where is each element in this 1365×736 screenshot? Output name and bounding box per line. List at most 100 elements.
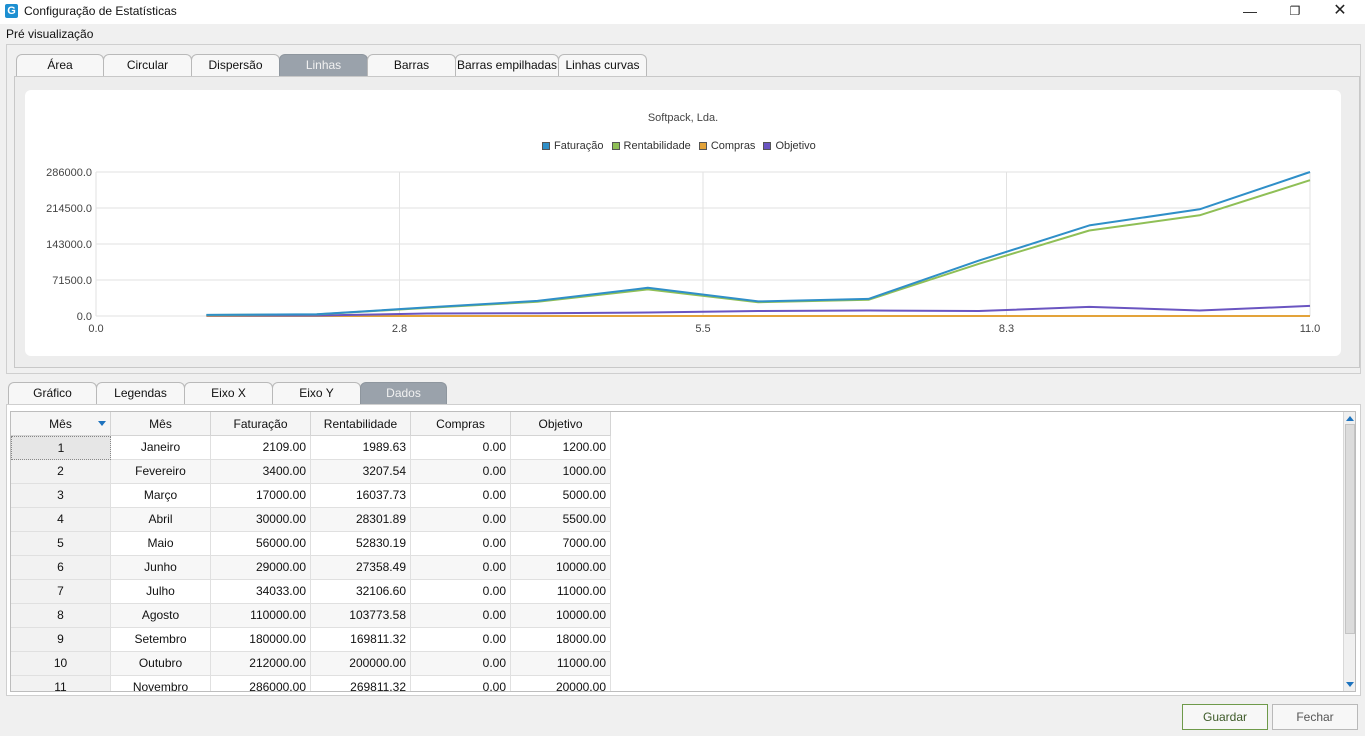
rentabilidade-cell[interactable]: 3207.54 (311, 460, 411, 484)
tab-linhas[interactable]: Linhas (279, 54, 368, 76)
month-cell[interactable]: Janeiro (111, 436, 211, 460)
table-row[interactable]: 10 Outubro 212000.00 200000.00 0.00 11000.00 (11, 652, 611, 676)
tab-legendas[interactable]: Legendas (96, 382, 185, 404)
compras-cell[interactable]: 0.00 (411, 604, 511, 628)
column-header-faturacao[interactable]: Faturação (211, 412, 311, 436)
row-index-cell[interactable]: 2 (11, 460, 111, 484)
objetivo-cell[interactable]: 5000.00 (511, 484, 611, 508)
faturacao-cell[interactable]: 110000.00 (211, 604, 311, 628)
table-row[interactable]: 5 Maio 56000.00 52830.19 0.00 7000.00 (11, 532, 611, 556)
column-header-mes-index[interactable]: Mês (11, 412, 111, 436)
faturacao-cell[interactable]: 286000.00 (211, 676, 311, 691)
rentabilidade-cell[interactable]: 169811.32 (311, 628, 411, 652)
rentabilidade-cell[interactable]: 52830.19 (311, 532, 411, 556)
compras-cell[interactable]: 0.00 (411, 436, 511, 460)
scroll-up-icon[interactable] (1346, 416, 1354, 421)
compras-cell[interactable]: 0.00 (411, 460, 511, 484)
close-button[interactable]: ✕ (1333, 2, 1347, 19)
objetivo-cell[interactable]: 10000.00 (511, 556, 611, 580)
row-index-cell[interactable]: 11 (11, 676, 111, 691)
objetivo-cell[interactable]: 20000.00 (511, 676, 611, 691)
compras-cell[interactable]: 0.00 (411, 508, 511, 532)
table-row[interactable]: 11 Novembro 286000.00 269811.32 0.00 20000.00 (11, 676, 611, 691)
table-row[interactable]: 7 Julho 34033.00 32106.60 0.00 11000.00 (11, 580, 611, 604)
rentabilidade-cell[interactable]: 103773.58 (311, 604, 411, 628)
row-index-cell[interactable]: 3 (11, 484, 111, 508)
month-cell[interactable]: Maio (111, 532, 211, 556)
faturacao-cell[interactable]: 180000.00 (211, 628, 311, 652)
tab-area[interactable]: Área (16, 54, 104, 76)
row-index-cell[interactable]: 10 (11, 652, 111, 676)
tab-dispersao[interactable]: Dispersão (191, 54, 280, 76)
month-cell[interactable]: Outubro (111, 652, 211, 676)
compras-cell[interactable]: 0.00 (411, 676, 511, 691)
minimize-button[interactable]: — (1243, 3, 1257, 19)
tab-circular[interactable]: Circular (103, 54, 192, 76)
close-dialog-button[interactable]: Fechar (1272, 704, 1358, 730)
compras-cell[interactable]: 0.00 (411, 484, 511, 508)
table-row[interactable]: 1 Janeiro 2109.00 1989.63 0.00 1200.00 (11, 436, 611, 460)
faturacao-cell[interactable]: 2109.00 (211, 436, 311, 460)
compras-cell[interactable]: 0.00 (411, 532, 511, 556)
month-cell[interactable]: Março (111, 484, 211, 508)
faturacao-cell[interactable]: 3400.00 (211, 460, 311, 484)
row-index-cell[interactable]: 4 (11, 508, 111, 532)
tab-eixo-x[interactable]: Eixo X (184, 382, 273, 404)
column-header-compras[interactable]: Compras (411, 412, 511, 436)
compras-cell[interactable]: 0.00 (411, 556, 511, 580)
objetivo-cell[interactable]: 11000.00 (511, 652, 611, 676)
month-cell[interactable]: Setembro (111, 628, 211, 652)
objetivo-cell[interactable]: 10000.00 (511, 604, 611, 628)
faturacao-cell[interactable]: 56000.00 (211, 532, 311, 556)
tab-dados[interactable]: Dados (360, 382, 447, 404)
maximize-button[interactable]: ❐ (1289, 4, 1301, 18)
table-row[interactable]: 2 Fevereiro 3400.00 3207.54 0.00 1000.00 (11, 460, 611, 484)
faturacao-cell[interactable]: 30000.00 (211, 508, 311, 532)
table-row[interactable]: 9 Setembro 180000.00 169811.32 0.00 18000.00 (11, 628, 611, 652)
column-header-rentabilidade[interactable]: Rentabilidade (311, 412, 411, 436)
row-index-cell[interactable]: 1 (11, 436, 111, 460)
column-header-objetivo[interactable]: Objetivo (511, 412, 611, 436)
month-cell[interactable]: Junho (111, 556, 211, 580)
faturacao-cell[interactable]: 29000.00 (211, 556, 311, 580)
scrollbar-thumb[interactable] (1345, 424, 1355, 634)
rentabilidade-cell[interactable]: 269811.32 (311, 676, 411, 691)
tab-barras-empilhadas[interactable]: Barras empilhadas (455, 54, 559, 76)
objetivo-cell[interactable]: 18000.00 (511, 628, 611, 652)
vertical-scrollbar[interactable] (1343, 412, 1355, 691)
row-index-cell[interactable]: 8 (11, 604, 111, 628)
rentabilidade-cell[interactable]: 27358.49 (311, 556, 411, 580)
compras-cell[interactable]: 0.00 (411, 580, 511, 604)
month-cell[interactable]: Novembro (111, 676, 211, 691)
row-index-cell[interactable]: 5 (11, 532, 111, 556)
scroll-down-icon[interactable] (1346, 682, 1354, 687)
save-button[interactable]: Guardar (1182, 704, 1268, 730)
faturacao-cell[interactable]: 212000.00 (211, 652, 311, 676)
objetivo-cell[interactable]: 1000.00 (511, 460, 611, 484)
month-cell[interactable]: Fevereiro (111, 460, 211, 484)
table-row[interactable]: 6 Junho 29000.00 27358.49 0.00 10000.00 (11, 556, 611, 580)
faturacao-cell[interactable]: 34033.00 (211, 580, 311, 604)
month-cell[interactable]: Agosto (111, 604, 211, 628)
rentabilidade-cell[interactable]: 16037.73 (311, 484, 411, 508)
rentabilidade-cell[interactable]: 1989.63 (311, 436, 411, 460)
objetivo-cell[interactable]: 11000.00 (511, 580, 611, 604)
row-index-cell[interactable]: 7 (11, 580, 111, 604)
tab-grafico[interactable]: Gráfico (8, 382, 97, 404)
row-index-cell[interactable]: 6 (11, 556, 111, 580)
faturacao-cell[interactable]: 17000.00 (211, 484, 311, 508)
table-row[interactable]: 3 Março 17000.00 16037.73 0.00 5000.00 (11, 484, 611, 508)
table-row[interactable]: 8 Agosto 110000.00 103773.58 0.00 10000.00 (11, 604, 611, 628)
objetivo-cell[interactable]: 5500.00 (511, 508, 611, 532)
month-cell[interactable]: Julho (111, 580, 211, 604)
rentabilidade-cell[interactable]: 32106.60 (311, 580, 411, 604)
month-cell[interactable]: Abril (111, 508, 211, 532)
tab-barras[interactable]: Barras (367, 54, 456, 76)
table-row[interactable]: 4 Abril 30000.00 28301.89 0.00 5500.00 (11, 508, 611, 532)
rentabilidade-cell[interactable]: 200000.00 (311, 652, 411, 676)
rentabilidade-cell[interactable]: 28301.89 (311, 508, 411, 532)
objetivo-cell[interactable]: 7000.00 (511, 532, 611, 556)
tab-eixo-y[interactable]: Eixo Y (272, 382, 361, 404)
column-header-mes[interactable]: Mês (111, 412, 211, 436)
tab-linhas-curvas[interactable]: Linhas curvas (558, 54, 647, 76)
